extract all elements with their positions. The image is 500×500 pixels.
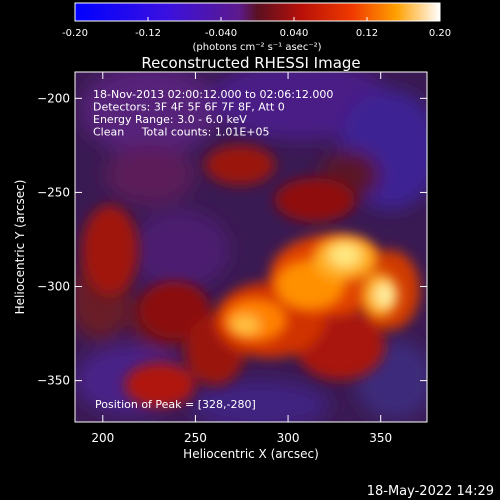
x-tick-label: 250 <box>184 431 207 445</box>
colorbar-tick-label: -0.20 <box>62 28 88 39</box>
info-line: Clean Total counts: 1.01E+05 <box>93 126 270 139</box>
x-axis-ticks: 200 250 300 350 <box>91 72 392 445</box>
info-line: Energy Range: 3.0 - 6.0 keV <box>93 113 247 126</box>
colorbar-tick-label: -0.12 <box>135 28 161 39</box>
x-tick-label: 200 <box>91 431 114 445</box>
y-axis-label: Heliocentric Y (arcsec) <box>13 180 27 315</box>
y-axis-ticks: −200 −250 −300 −350 <box>37 91 427 388</box>
plot-frame <box>74 71 428 423</box>
y-tick-label: −350 <box>37 374 70 388</box>
colorbar-unit-label: (photons cm⁻² s⁻¹ asec⁻²) <box>192 42 321 53</box>
x-axis-label: Heliocentric X (arcsec) <box>183 447 319 461</box>
chart-title: Reconstructed RHESSI Image <box>141 54 360 72</box>
info-overlay: 18-Nov-2013 02:00:12.000 to 02:06:12.000… <box>93 88 333 139</box>
colorbar-tick-label: 0.040 <box>280 28 309 39</box>
peak-annotation: Position of Peak = [328,-280] <box>95 398 256 411</box>
info-line: Detectors: 3F 4F 5F 6F 7F 8F, Att 0 <box>93 101 285 114</box>
info-line: 18-Nov-2013 02:00:12.000 to 02:06:12.000 <box>93 88 333 101</box>
y-tick-label: −200 <box>37 91 70 105</box>
x-tick-label: 300 <box>277 431 300 445</box>
colorbar <box>74 2 441 22</box>
colorbar-tick-label: 0.12 <box>356 28 378 39</box>
heatmap-image <box>75 72 427 422</box>
footer-timestamp: 18-May-2022 14:29 <box>367 484 494 499</box>
colorbar-tick-label: -0.040 <box>205 28 237 39</box>
y-tick-label: −300 <box>37 280 70 294</box>
y-tick-label: −250 <box>37 185 70 199</box>
colorbar-ticks: -0.20 -0.12 -0.040 0.040 0.12 0.20 <box>62 17 451 39</box>
colorbar-tick-label: 0.20 <box>429 28 451 39</box>
x-tick-label: 350 <box>369 431 392 445</box>
